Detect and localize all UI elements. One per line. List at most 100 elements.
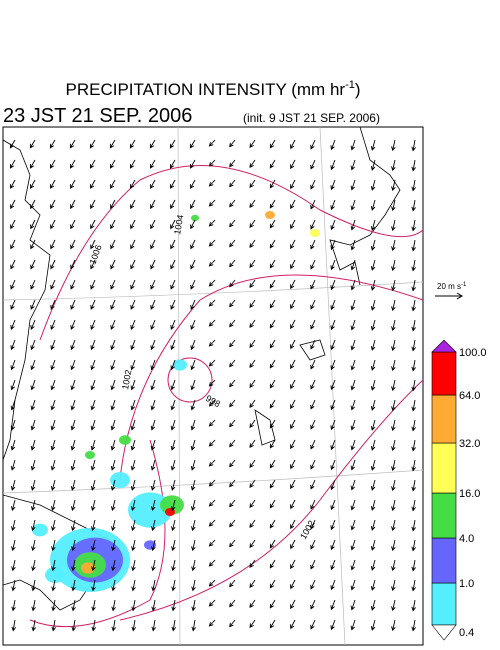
colorbar-segment xyxy=(431,492,457,539)
wind-arrow xyxy=(350,559,356,571)
wind-arrow xyxy=(90,379,96,391)
wind-arrow xyxy=(310,399,316,410)
wind-arrow xyxy=(111,539,116,552)
wind-arrow xyxy=(229,599,236,608)
wind-arrow xyxy=(391,339,396,352)
wind-arrow xyxy=(391,239,396,252)
wind-arrow xyxy=(208,159,216,167)
wind-arrow xyxy=(208,239,216,247)
wind-arrow xyxy=(31,519,36,532)
wind-arrow xyxy=(229,439,236,448)
wind-arrow xyxy=(350,379,356,391)
wind-arrow xyxy=(31,599,36,612)
wind-arrow xyxy=(10,339,16,351)
wind-arrow xyxy=(290,379,296,390)
wind-arrow xyxy=(249,339,256,348)
wind-arrow xyxy=(170,179,176,189)
wind-arrow xyxy=(91,579,96,592)
wind-arrow xyxy=(170,439,176,451)
wind-arrow xyxy=(110,399,116,411)
wind-arrow xyxy=(269,159,276,169)
wind-arrow xyxy=(109,139,116,149)
wind-arrow xyxy=(131,519,136,532)
wind-arrow xyxy=(310,339,316,350)
wind-arrow xyxy=(330,199,336,211)
wind-arrow xyxy=(30,439,36,451)
wind-arrow xyxy=(229,459,236,468)
wind-arrow xyxy=(370,439,376,451)
colorbar-label: 32.0 xyxy=(459,438,480,450)
wind-arrow xyxy=(411,519,416,532)
wind-arrow xyxy=(229,179,236,188)
wind-arrow xyxy=(411,619,416,632)
wind-arrow xyxy=(269,379,276,389)
wind-arrow xyxy=(150,279,156,290)
wind-arrow xyxy=(191,519,196,532)
wind-arrow xyxy=(269,579,276,589)
precipitation xyxy=(32,211,320,592)
wind-arrow xyxy=(208,319,216,327)
wind-arrow xyxy=(150,459,156,471)
wind-arrow xyxy=(129,139,136,149)
wind-arrow xyxy=(131,619,137,632)
wind-arrow xyxy=(51,559,56,572)
wind-arrow xyxy=(330,259,336,271)
wind-arrow xyxy=(30,239,36,250)
wind-arrow xyxy=(130,339,136,351)
wind-arrow xyxy=(330,219,336,231)
wind-arrow xyxy=(370,299,376,311)
wind-arrow xyxy=(111,579,116,592)
wind-arrow xyxy=(249,439,256,448)
wind-arrow xyxy=(151,599,156,612)
wind-arrow xyxy=(130,179,136,189)
wind-arrow xyxy=(71,539,76,552)
wind-arrow xyxy=(190,259,196,270)
wind-arrow xyxy=(310,459,316,470)
wind-arrow xyxy=(391,179,396,192)
wind-arrow xyxy=(190,359,196,371)
wind-arrow xyxy=(71,519,76,532)
wind-arrow xyxy=(49,139,56,149)
wind-arrow xyxy=(151,559,156,572)
wind-arrow xyxy=(370,479,376,491)
wind-arrow xyxy=(171,599,176,612)
wind-arrow xyxy=(10,179,16,189)
wind-arrow xyxy=(249,379,256,388)
wind-arrow xyxy=(150,199,156,210)
wind-arrow xyxy=(170,399,176,411)
wind-arrow xyxy=(249,499,256,508)
wind-arrow xyxy=(391,199,396,212)
wind-arrow xyxy=(391,319,396,332)
wind-arrow xyxy=(150,219,156,230)
wind-arrow xyxy=(249,399,256,408)
wind-arrow xyxy=(350,499,356,511)
wind-vectors xyxy=(9,139,416,632)
wind-arrow xyxy=(330,179,336,191)
wind-arrow xyxy=(310,159,316,170)
wind-arrow xyxy=(290,219,296,230)
wind-arrow xyxy=(50,399,56,411)
wind-arrow xyxy=(11,619,17,632)
wind-arrow xyxy=(50,199,56,210)
wind-arrow xyxy=(370,239,376,251)
wind-arrow xyxy=(350,519,356,531)
wind-arrow xyxy=(10,399,16,411)
wind-arrow xyxy=(70,259,76,270)
wind-arrow xyxy=(411,219,416,232)
wind-arrow xyxy=(350,399,356,411)
wind-arrow xyxy=(170,239,176,250)
wind-arrow xyxy=(208,359,216,367)
wind-arrow xyxy=(71,599,76,612)
wind-arrow xyxy=(310,599,316,610)
wind-arrow xyxy=(391,219,396,232)
wind-arrow xyxy=(249,159,256,168)
wind-arrow xyxy=(411,479,416,492)
wind-arrow xyxy=(30,459,36,471)
colorbar-over xyxy=(431,339,457,353)
wind-arrow xyxy=(370,419,376,431)
wind-arrow xyxy=(191,579,196,592)
wind-arrow xyxy=(70,339,76,351)
wind-arrow xyxy=(70,379,76,391)
wind-arrow xyxy=(350,159,356,171)
valid-time: 23 JST 21 SEP. 2006 xyxy=(3,105,192,127)
